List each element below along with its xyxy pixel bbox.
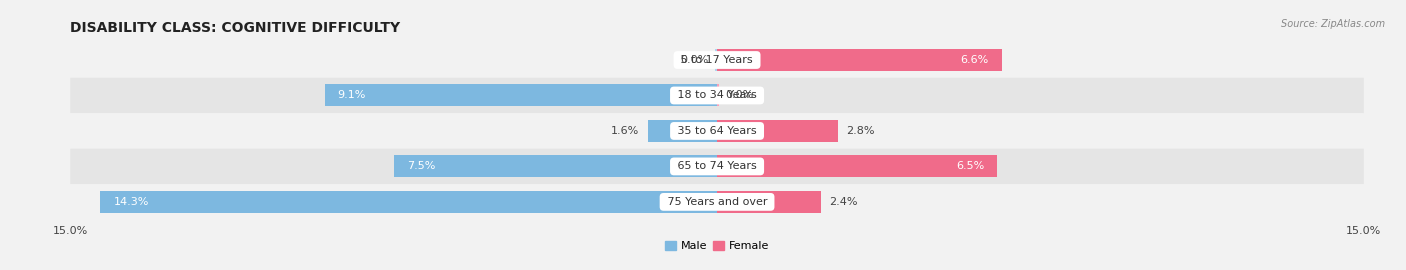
Bar — [717, 85, 720, 106]
Text: 9.1%: 9.1% — [337, 90, 366, 100]
Bar — [717, 156, 997, 177]
FancyBboxPatch shape — [70, 78, 1364, 113]
Bar — [325, 85, 717, 106]
Bar — [717, 49, 1001, 71]
Bar — [100, 191, 717, 213]
Text: 18 to 34 Years: 18 to 34 Years — [673, 90, 761, 100]
Bar — [394, 156, 717, 177]
FancyBboxPatch shape — [70, 149, 1364, 184]
Text: 0.0%: 0.0% — [681, 55, 709, 65]
Bar — [648, 120, 717, 142]
FancyBboxPatch shape — [70, 113, 1364, 149]
Text: 2.8%: 2.8% — [846, 126, 875, 136]
FancyBboxPatch shape — [70, 184, 1364, 220]
Bar — [717, 120, 838, 142]
Text: 14.3%: 14.3% — [114, 197, 149, 207]
Text: Source: ZipAtlas.com: Source: ZipAtlas.com — [1281, 19, 1385, 29]
FancyBboxPatch shape — [70, 42, 1364, 78]
Text: 7.5%: 7.5% — [406, 161, 434, 171]
Text: 6.6%: 6.6% — [960, 55, 988, 65]
Bar — [714, 49, 717, 71]
Bar — [717, 191, 821, 213]
Text: 0.0%: 0.0% — [725, 90, 754, 100]
Text: 35 to 64 Years: 35 to 64 Years — [673, 126, 761, 136]
Text: 75 Years and over: 75 Years and over — [664, 197, 770, 207]
Text: 65 to 74 Years: 65 to 74 Years — [673, 161, 761, 171]
Text: 1.6%: 1.6% — [612, 126, 640, 136]
Legend: Male, Female: Male, Female — [661, 236, 773, 256]
Text: 2.4%: 2.4% — [830, 197, 858, 207]
Text: 5 to 17 Years: 5 to 17 Years — [678, 55, 756, 65]
Text: DISABILITY CLASS: COGNITIVE DIFFICULTY: DISABILITY CLASS: COGNITIVE DIFFICULTY — [70, 21, 401, 35]
Text: 6.5%: 6.5% — [956, 161, 984, 171]
